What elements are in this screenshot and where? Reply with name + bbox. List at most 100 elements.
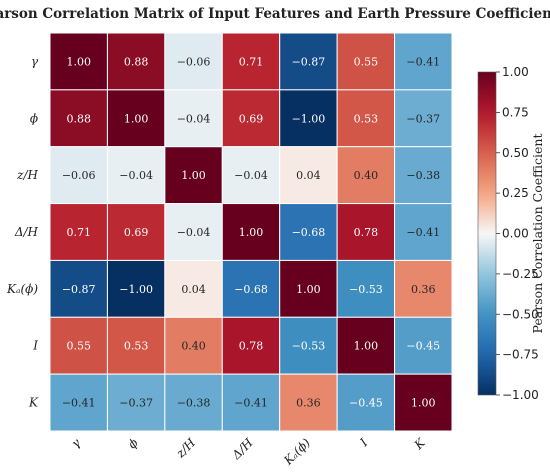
heatmap-cell xyxy=(279,146,338,205)
colorbar-tick-label: −0.75 xyxy=(502,348,539,362)
cell-value-label: −0.41 xyxy=(406,226,440,239)
x-axis-tick-labels: γ ϕ z/H Δ/H Kₐ(ϕ) I K xyxy=(68,435,428,468)
heatmap-cell xyxy=(49,373,108,432)
x-tick-label: I xyxy=(356,436,370,450)
heatmap-cell xyxy=(394,316,453,375)
cell-value-label: −0.04 xyxy=(177,226,211,239)
colorbar-label: Pearson Correlation Coefficient xyxy=(530,134,545,334)
heatmap-cell xyxy=(279,373,338,432)
cell-value-label: −0.68 xyxy=(234,283,268,296)
x-tick-label: ϕ xyxy=(125,436,141,452)
cell-value-label: 0.04 xyxy=(181,283,206,296)
heatmap-cell xyxy=(49,203,108,261)
heatmap-cell xyxy=(106,316,166,375)
colorbar-tick-label: 1.00 xyxy=(502,65,529,79)
cell-value-label: 1.00 xyxy=(354,340,379,353)
cell-value-label: 0.36 xyxy=(296,397,321,410)
cell-value-label: 0.40 xyxy=(354,169,379,182)
heatmap-cell xyxy=(394,146,453,205)
x-tick-label: z/H xyxy=(173,435,199,461)
cell-value-label: −0.68 xyxy=(292,226,326,239)
y-axis-tick-labels: γ ϕ z/H Δ/H Kₐ(ϕ) I K xyxy=(6,54,39,409)
cell-value-label: 1.00 xyxy=(411,397,436,410)
heatmap-cell xyxy=(49,259,108,318)
cell-value-label: 0.88 xyxy=(124,55,149,68)
cell-value-label: 0.40 xyxy=(181,340,206,353)
cell-value-label: −0.04 xyxy=(234,169,268,182)
heatmap-cell xyxy=(221,203,281,261)
cell-value-label: 0.69 xyxy=(124,226,149,239)
heatmap-cell xyxy=(221,146,281,205)
heatmap-cell xyxy=(336,146,396,205)
cell-value-label: 1.00 xyxy=(181,169,206,182)
cell-value-label: −1.00 xyxy=(119,283,153,296)
heatmap-cell xyxy=(164,32,223,91)
heatmap-cell xyxy=(49,89,108,148)
colorbar-tick-label: 0.00 xyxy=(502,227,529,241)
colorbar-tick-label: −1.00 xyxy=(502,388,539,402)
cell-value-label: −0.41 xyxy=(62,397,96,410)
heatmap-cell xyxy=(164,259,223,318)
colorbar-tick-label: 0.50 xyxy=(502,146,529,160)
cell-value-label: 1.00 xyxy=(66,55,91,68)
heatmap-cell xyxy=(106,32,166,91)
cell-value-label: −0.06 xyxy=(62,169,96,182)
heatmap-cell xyxy=(394,203,453,261)
cell-value-label: −0.53 xyxy=(292,340,326,353)
colorbar-tick-label: −0.50 xyxy=(502,307,539,321)
cell-value-label: −0.87 xyxy=(62,283,96,296)
y-tick-label: Kₐ(ϕ) xyxy=(6,282,38,296)
heatmap-cell xyxy=(279,89,338,148)
heatmap-cell xyxy=(106,146,166,205)
cell-value-label: 0.88 xyxy=(66,112,91,125)
cell-value-label: 0.78 xyxy=(239,340,264,353)
cell-value-label: 0.71 xyxy=(66,226,91,239)
cell-value-label: −0.87 xyxy=(292,55,326,68)
cell-value-label: −0.53 xyxy=(349,283,383,296)
heatmap-cell xyxy=(336,373,396,432)
y-tick-label: I xyxy=(32,339,38,353)
heatmap-cell xyxy=(49,32,108,91)
cell-value-label: 0.04 xyxy=(296,169,321,182)
cell-value-label: −0.45 xyxy=(349,397,383,410)
cell-value-label: −0.04 xyxy=(177,112,211,125)
heatmap-cell xyxy=(164,89,223,148)
heatmap-cell xyxy=(164,146,223,205)
cell-value-label: 0.55 xyxy=(66,340,91,353)
x-tick-label: K xyxy=(411,435,429,453)
heatmap-cell xyxy=(394,89,453,148)
cell-value-label: 0.78 xyxy=(354,226,379,239)
heatmap-cell xyxy=(221,316,281,375)
heatmap-cell xyxy=(221,373,281,432)
heatmap-cell xyxy=(106,203,166,261)
heatmap-cell xyxy=(279,316,338,375)
x-tick-label: Δ/H xyxy=(229,435,256,462)
cell-value-label: 0.71 xyxy=(239,55,264,68)
x-tick-label: γ xyxy=(68,435,84,451)
cell-value-label: −0.38 xyxy=(177,397,211,410)
heatmap-cell xyxy=(336,32,396,91)
cell-value-label: −0.45 xyxy=(406,340,440,353)
cell-value-label: −0.41 xyxy=(234,397,268,410)
cell-value-label: 1.00 xyxy=(124,112,149,125)
cell-value-label: 0.69 xyxy=(239,112,264,125)
y-tick-label: z/H xyxy=(16,168,38,182)
cell-value-label: −1.00 xyxy=(292,112,326,125)
colorbar: 1.00 0.75 0.50 0.25 0.00 −0.25 −0.50 −0.75 −1.00… xyxy=(477,65,545,402)
heatmap-cell xyxy=(394,373,453,432)
heatmap-cells: 1.00 0.88 −0.06 0.71 −0.87 0.55 −0.41 0.88 1.00 −… xyxy=(49,32,453,432)
cell-value-label: −0.38 xyxy=(406,169,440,182)
cell-value-label: −0.37 xyxy=(406,112,440,125)
cell-value-label: −0.37 xyxy=(119,397,153,410)
cell-value-label: 0.53 xyxy=(354,112,379,125)
colorbar-tick-label: 0.75 xyxy=(502,105,529,119)
heatmap-cell xyxy=(164,373,223,432)
chart-title: Pearson Correlation Matrix of Input Feat… xyxy=(0,6,550,22)
cell-value-label: 1.00 xyxy=(239,226,264,239)
cell-value-label: 0.36 xyxy=(411,283,436,296)
y-tick-label: γ xyxy=(31,54,39,68)
colorbar-tick-label: 0.25 xyxy=(502,186,529,200)
heatmap-cell xyxy=(49,316,108,375)
cell-value-label: 1.00 xyxy=(296,283,321,296)
